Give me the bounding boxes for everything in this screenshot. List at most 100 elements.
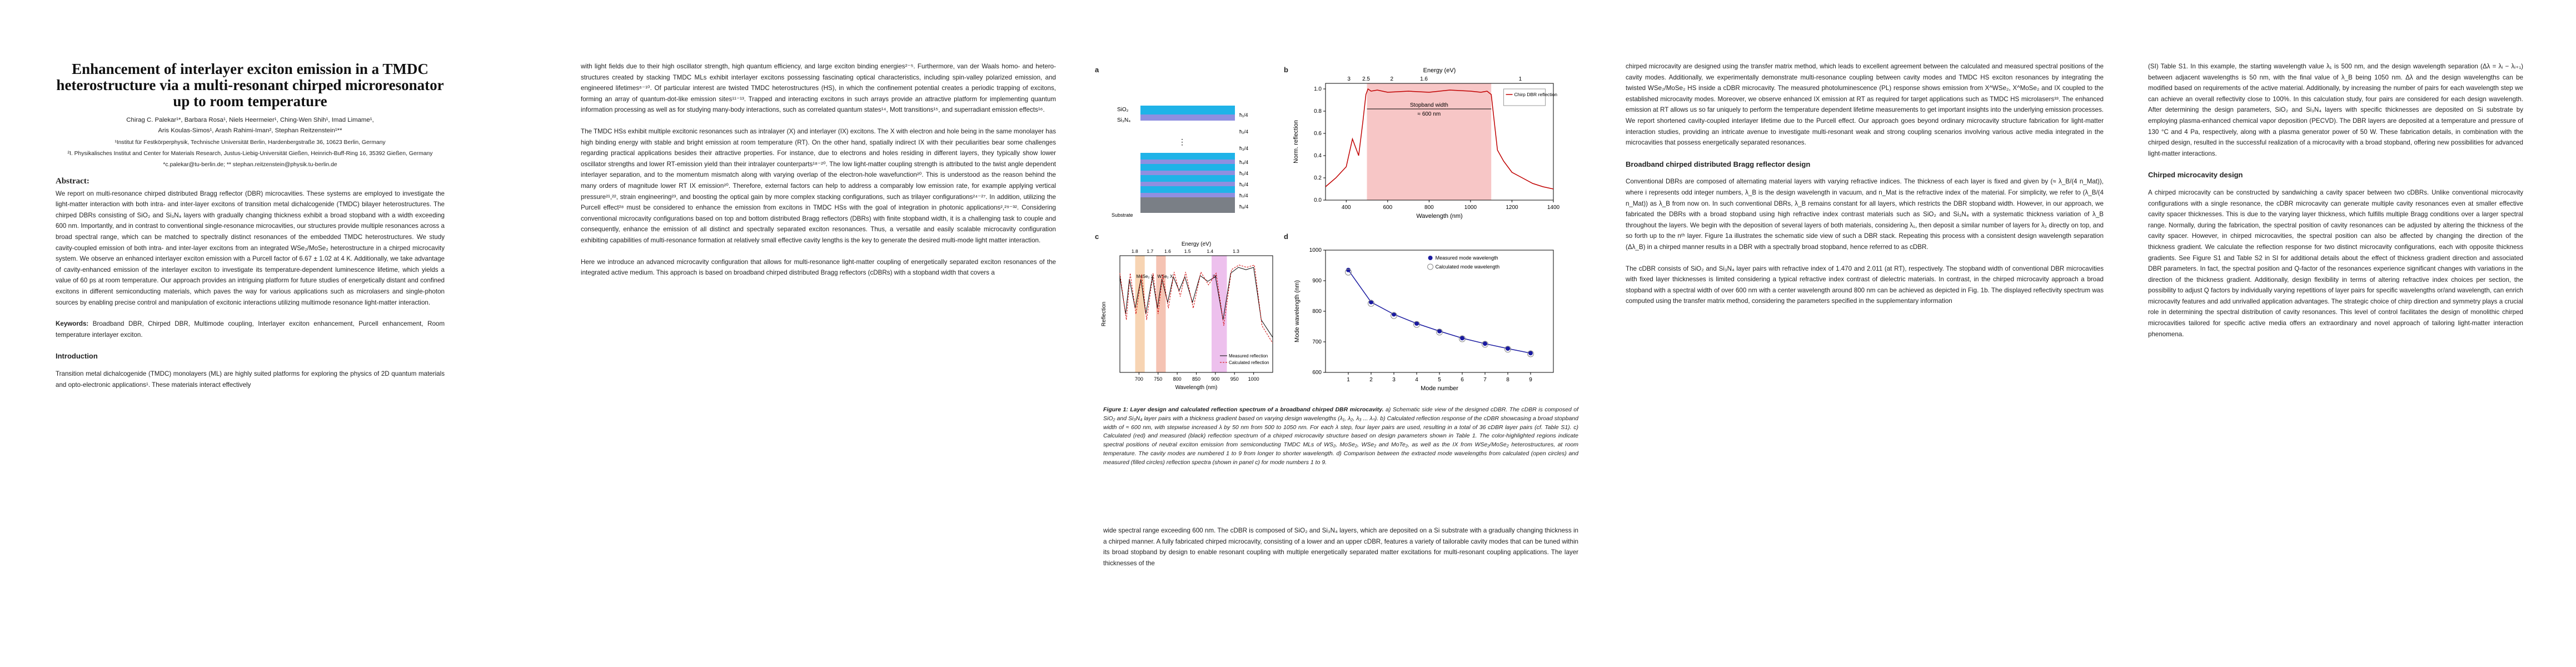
substrate-block (1140, 197, 1235, 213)
x-tick-label: 6 (1461, 377, 1464, 383)
layer-label-2: ħ₂/4 (1239, 129, 1248, 135)
top-axis-title: Energy (eV) (1182, 241, 1211, 247)
layer-2 (1140, 160, 1235, 164)
y-tick-label: 0.8 (1314, 108, 1322, 115)
x-tick-label: 400 (1342, 205, 1351, 211)
y-axis-title: Reflection (1101, 302, 1107, 326)
calculated-point (1459, 335, 1466, 342)
top-tick-label: 1.5 (1184, 248, 1191, 254)
col2-paragraph-1: with light fields due to their high osci… (581, 63, 1056, 114)
panel-a-schematic: SiO₂ Si₃N₄ ⋮ Substrate ħ₁/4 ħ₂/4 ħ₃/4 ħ₄… (1112, 106, 1248, 218)
y-tick-label: 0.0 (1314, 197, 1322, 203)
affiliation-2: ²I. Physikalisches Institut and Center f… (67, 151, 433, 157)
top-tick-label: 1.4 (1207, 248, 1213, 254)
column-1: Enhancement of interlayer exciton emissi… (56, 61, 445, 401)
col6-paragraph-1: (SI) Table S1. In this example, the star… (2148, 63, 2523, 157)
x-tick-label: 3 (1392, 377, 1396, 383)
layer-label-8: ħ₈/4 (1239, 204, 1248, 210)
paper-title: Enhancement of interlayer exciton emissi… (56, 61, 444, 109)
y-tick-label: 600 (1312, 370, 1322, 376)
band-label: MoSe₂ X (1137, 274, 1154, 279)
layer-3 (1140, 164, 1235, 171)
y-tick-label: 900 (1312, 278, 1322, 284)
legend-label: Chirp DBR reflection (1514, 92, 1558, 97)
legend-label: Calculated reflection (1229, 360, 1269, 365)
layer-6 (1140, 182, 1235, 186)
column-2: with light fields due to their high osci… (581, 61, 1056, 289)
layer-label-5: ħ₅/4 (1239, 171, 1248, 176)
x-axis-title: Wavelength (nm) (1416, 213, 1462, 220)
intro-paragraph: Transition metal dichalcogenide (TMDC) m… (56, 370, 445, 389)
stopband-label: Stopband width (1410, 102, 1448, 108)
x-tick-label: 800 (1173, 376, 1182, 382)
measured-point (1460, 336, 1464, 341)
layer-sio2-top (1140, 106, 1235, 115)
panel-a-label: a (1095, 66, 1099, 74)
stopband-value: ≈ 600 nm (1418, 111, 1441, 117)
stopband-region (1367, 83, 1492, 200)
calculated-point (1345, 268, 1352, 276)
legend-box (1503, 88, 1546, 106)
top-tick-label: 1.6 (1420, 76, 1428, 82)
measured-point (1369, 300, 1373, 305)
x-tick-label: 850 (1192, 376, 1200, 382)
top-tick-label: 2 (1390, 76, 1393, 82)
col2-paragraph-2: The TMDC HSs exhibit multiple excitonic … (581, 127, 1056, 244)
keywords: Keywords: Broadband DBR, Chirped DBR, Mu… (56, 318, 445, 340)
x-tick-label: 9 (1529, 377, 1532, 383)
figure-1-caption: Figure 1: Layer design and calculated re… (1103, 406, 1578, 467)
measured-line (1348, 270, 1531, 354)
panel-b-label: b (1284, 66, 1288, 74)
x-tick-label: 8 (1506, 377, 1509, 383)
measured-point (1392, 312, 1396, 317)
layer-5 (1140, 175, 1235, 182)
sio2-label: SiO₂ (1117, 107, 1129, 113)
y-axis-title: Norm. reflection (1293, 120, 1299, 163)
abstract-text: We report on multi-resonance chirped dis… (56, 190, 445, 306)
x-tick-label: 1000 (1464, 205, 1477, 211)
legend-swatch (1427, 263, 1434, 270)
keywords-text: Broadband DBR, Chirped DBR, Multimode co… (56, 320, 445, 339)
col5-paragraph-1: chirped microcavity are designed using t… (1626, 63, 2104, 147)
x-tick-label: 1400 (1547, 205, 1560, 211)
x-tick-label: 1 (1347, 377, 1350, 383)
top-tick-label: 1.6 (1164, 248, 1171, 254)
x-tick-label: 7 (1483, 377, 1487, 383)
exciton-band (1212, 256, 1227, 372)
x-tick-label: 1000 (1248, 376, 1259, 382)
layer-label-1: ħ₁/4 (1239, 112, 1248, 118)
x-axis-title: Mode number (1421, 385, 1458, 392)
legend-label: Measured reflection (1229, 354, 1268, 359)
y-tick-label: 1.0 (1314, 86, 1322, 92)
legend-label: Calculated mode wavelength (1436, 264, 1500, 270)
legend-label: Measured mode wavelength (1436, 255, 1498, 261)
layer-label-7: ħ₇/4 (1239, 193, 1248, 198)
col6-paragraph-2: A chirped microcavity can be constructed… (2148, 188, 2523, 338)
top-tick-label: 1.7 (1147, 248, 1153, 254)
x-tick-label: 2 (1369, 377, 1373, 383)
calculated-point (1413, 321, 1420, 328)
x-tick-label: 1200 (1506, 205, 1518, 211)
measured-point (1346, 267, 1351, 272)
author-line-2: Aris Koulas-Simos¹, Arash Rahimi-Iman², … (158, 127, 342, 134)
col5-paragraph-3: The cDBR consists of SiO₂ and Si₃N₄ laye… (1626, 265, 2104, 305)
layer-8 (1140, 193, 1235, 197)
column-5: (SI) Table S1. In this example, the star… (2148, 61, 2523, 350)
si3n4-label: Si₃N₄ (1117, 117, 1130, 123)
calculated-point (1436, 328, 1443, 336)
y-tick-label: 0.6 (1314, 131, 1322, 137)
calculated-point (1527, 350, 1534, 357)
ellipsis-dots: ⋮ (1178, 137, 1186, 146)
plot-frame (1325, 83, 1554, 201)
y-tick-label: 700 (1312, 339, 1322, 345)
layer-label-3: ħ₃/4 (1239, 146, 1248, 151)
substrate-label: Substrate (1112, 212, 1133, 218)
reflection-line (1325, 88, 1554, 190)
author-emails: *c.palekar@tu-berlin.de; ** stephan.reit… (163, 162, 337, 168)
reflection-line (1119, 267, 1273, 338)
y-tick-label: 0.4 (1314, 153, 1322, 159)
layer-label-4: ħ₄/4 (1239, 160, 1248, 165)
calculated-point (1504, 346, 1511, 353)
top-axis-title: Energy (eV) (1423, 67, 1456, 74)
panel-d-label: d (1284, 232, 1288, 241)
